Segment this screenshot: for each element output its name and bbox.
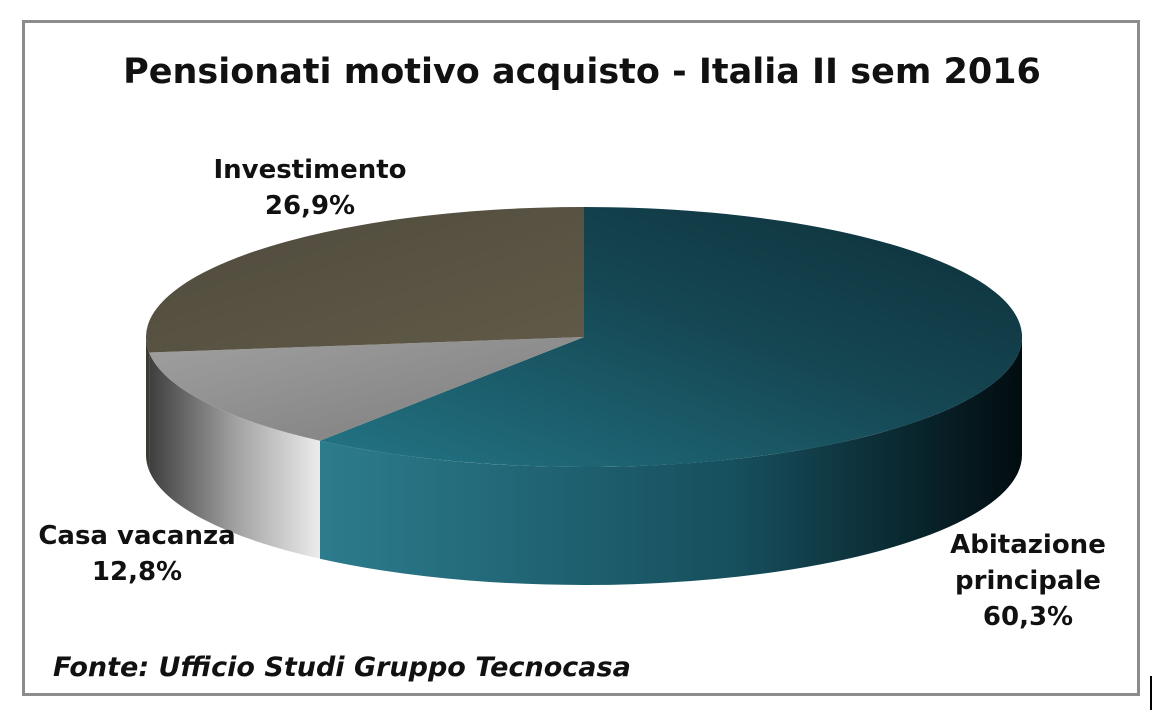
slice-label-abitazione-principale: Abitazione principale 60,3% — [928, 527, 1128, 635]
pie-slice-side-investimento — [145, 337, 150, 471]
pie-slice-side-abitazione-principale — [319, 337, 1022, 585]
slice-value: 60,3% — [982, 602, 1074, 632]
pie-slice-side-casa-vacanza — [149, 352, 320, 559]
slice-label-investimento: Investimento 26,9% — [195, 152, 425, 224]
pie-slice-casa-vacanza — [149, 337, 584, 441]
slice-value: 12,8% — [91, 557, 183, 587]
slice-value: 26,9% — [264, 191, 356, 221]
text-cursor — [1150, 676, 1152, 710]
slice-label-line: Abitazione — [950, 530, 1106, 560]
pie-slice-abitazione-principale — [319, 207, 1023, 467]
slice-label-line: Investimento — [213, 155, 407, 185]
chart-title: Pensionati motivo acquisto - Italia II s… — [123, 52, 1041, 92]
pie-slice-investimento — [145, 207, 584, 353]
slice-label-line: Casa vacanza — [38, 521, 236, 551]
slice-label-line: principale — [955, 566, 1101, 596]
slice-label-casa-vacanza: Casa vacanza 12,8% — [32, 518, 242, 590]
chart-source: Fonte: Ufficio Studi Gruppo Tecnocasa — [53, 652, 631, 683]
